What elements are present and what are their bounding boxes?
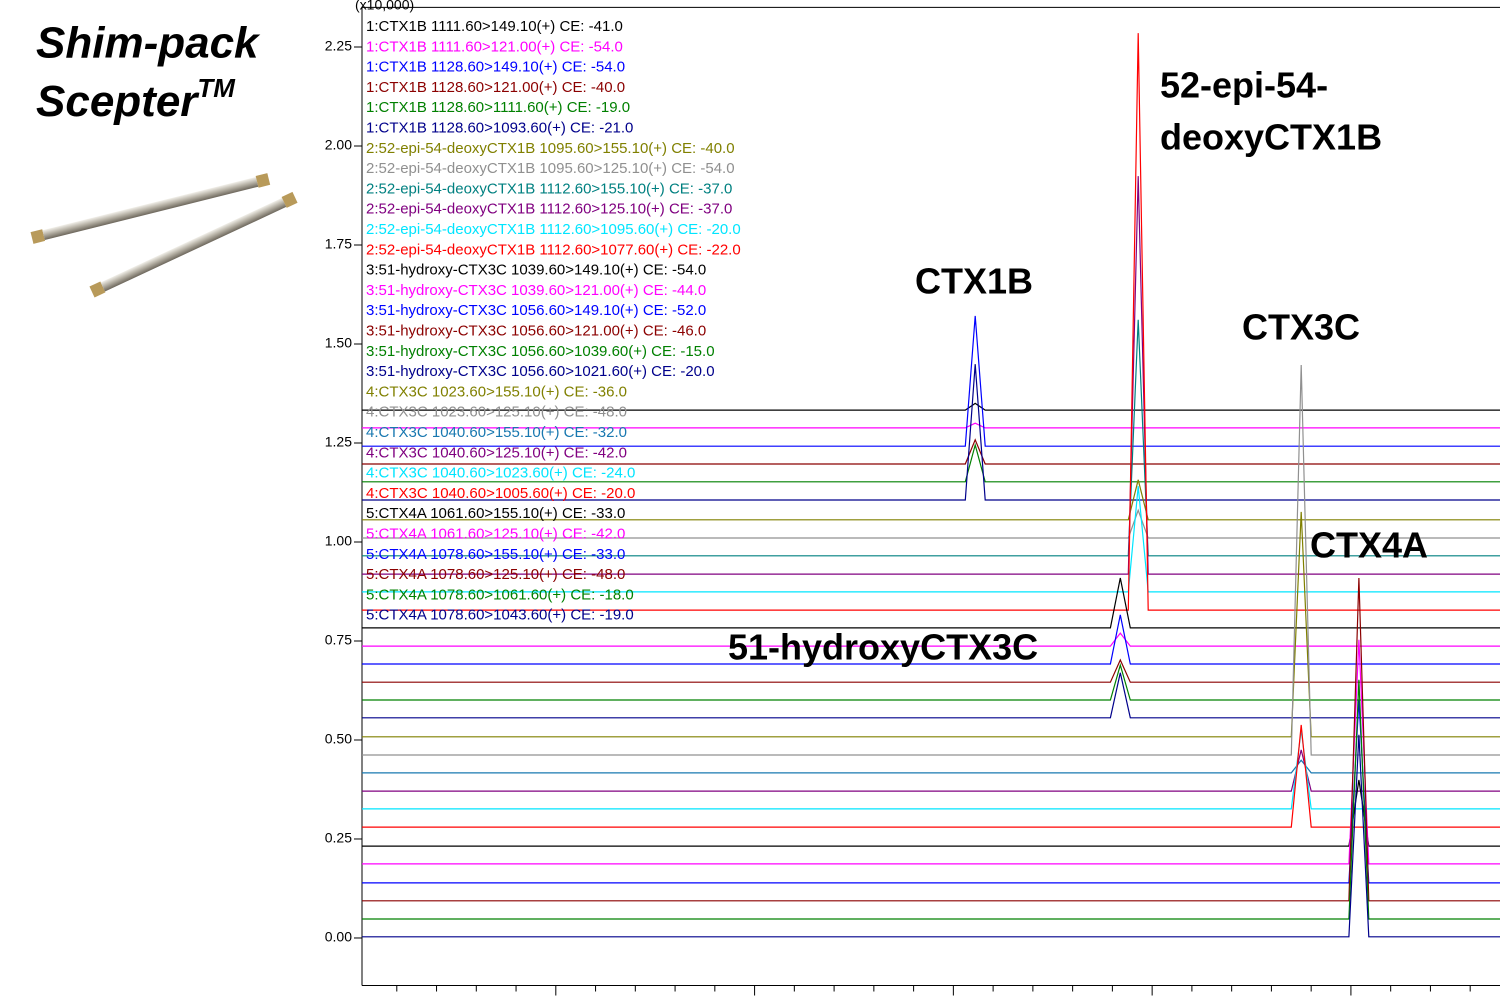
y-tick-label: 2.25 xyxy=(325,38,352,54)
y-tick-label: 2.00 xyxy=(325,137,352,153)
legend-entry: 2:52-epi-54-deoxyCTX1B 1112.60>1095.60(+… xyxy=(366,221,741,238)
legend-entry: 1:CTX1B 1111.60>149.10(+) CE: -41.0 xyxy=(366,18,623,35)
legend-entry: 5:CTX4A 1061.60>125.10(+) CE: -42.0 xyxy=(366,525,625,542)
plot-area: 0.00 0.25 0.50 0.75 1.00 1.25 1.50 1.75 2.00 2.25… xyxy=(325,7,1500,995)
trace xyxy=(362,750,1500,791)
legend-entry: 2:52-epi-54-deoxyCTX1B 1095.60>155.10(+)… xyxy=(366,140,735,157)
legend-entry: 1:CTX1B 1128.60>121.00(+) CE: -40.0 xyxy=(366,79,625,96)
peak-label: CTX4A xyxy=(1310,525,1428,566)
legend-entry: 4:CTX3C 1040.60>1005.60(+) CE: -20.0 xyxy=(366,485,635,502)
brand-line1: Shim-pack xyxy=(36,19,261,68)
legend-entry: 3:51-hydroxy-CTX3C 1056.60>1021.60(+) CE… xyxy=(366,363,715,380)
legend-entry: 4:CTX3C 1023.60>155.10(+) CE: -36.0 xyxy=(366,383,627,400)
legend-entry: 4:CTX3C 1040.60>125.10(+) CE: -42.0 xyxy=(366,444,627,461)
trace xyxy=(362,725,1500,827)
peak-label: CTX1B xyxy=(915,261,1033,302)
trace xyxy=(362,673,1500,718)
legend-entry: 1:CTX1B 1111.60>121.00(+) CE: -54.0 xyxy=(366,38,623,55)
y-tick-label: 0.75 xyxy=(325,632,352,648)
legend-entry: 4:CTX3C 1040.60>1023.60(+) CE: -24.0 xyxy=(366,465,635,482)
y-tick-label: 1.50 xyxy=(325,335,352,351)
legend-entry: 3:51-hydroxy-CTX3C 1056.60>1039.60(+) CE… xyxy=(366,343,715,360)
legend-entry: 2:52-epi-54-deoxyCTX1B 1112.60>1077.60(+… xyxy=(366,241,741,258)
y-tick-label: 0.25 xyxy=(325,830,352,846)
legend-entry: 5:CTX4A 1078.60>1043.60(+) CE: -19.0 xyxy=(366,607,634,624)
trace xyxy=(362,735,1500,937)
legend-entry: 5:CTX4A 1078.60>155.10(+) CE: -33.0 xyxy=(366,546,625,563)
trace xyxy=(362,760,1500,773)
legend-entry: 4:CTX3C 1023.60>125.10(+) CE: -48.0 xyxy=(366,404,627,421)
peak-label: 52-epi-54- xyxy=(1160,65,1328,106)
brand-superscript: TM xyxy=(197,73,236,103)
legend-entry: 3:51-hydroxy-CTX3C 1056.60>121.00(+) CE:… xyxy=(366,322,706,339)
trace xyxy=(362,640,1500,864)
peak-label: deoxyCTX1B xyxy=(1160,117,1382,158)
y-tick-label: 1.00 xyxy=(325,533,352,549)
legend-entry: 3:51-hydroxy-CTX3C 1056.60>149.10(+) CE:… xyxy=(366,302,706,319)
legend-entry: 5:CTX4A 1061.60>155.10(+) CE: -33.0 xyxy=(366,505,625,522)
legend-entry: 2:52-epi-54-deoxyCTX1B 1112.60>155.10(+)… xyxy=(366,180,732,197)
brand-name: Scepter xyxy=(36,77,200,126)
y-unit: (x10,000) xyxy=(355,0,414,13)
y-tick-label: 1.25 xyxy=(325,434,352,450)
legend-entry: 1:CTX1B 1128.60>1093.60(+) CE: -21.0 xyxy=(366,119,633,136)
trace xyxy=(362,730,1500,809)
trace xyxy=(362,780,1500,846)
legend-entry: 2:52-epi-54-deoxyCTX1B 1095.60>125.10(+)… xyxy=(366,160,735,177)
peak-label: CTX3C xyxy=(1242,307,1360,348)
y-tick-label: 0.00 xyxy=(325,929,352,945)
legend-entry: 5:CTX4A 1078.60>125.10(+) CE: -48.0 xyxy=(366,566,625,583)
peak-label: 51-hydroxyCTX3C xyxy=(728,627,1038,668)
brand-line2: ScepterTM xyxy=(36,73,236,126)
legend-entry: 4:CTX3C 1040.60>155.10(+) CE: -32.0 xyxy=(366,424,627,441)
chart: Shim-pack ScepterTM (x10,000) 0.000.250.… xyxy=(0,0,1501,997)
legend-entry: 2:52-epi-54-deoxyCTX1B 1112.60>125.10(+)… xyxy=(366,201,732,218)
legend-entry: 1:CTX1B 1128.60>1111.60(+) CE: -19.0 xyxy=(366,99,630,116)
legend-entry: 5:CTX4A 1078.60>1061.60(+) CE: -18.0 xyxy=(366,586,634,603)
column-image xyxy=(31,173,298,297)
legend-entry: 3:51-hydroxy-CTX3C 1039.60>121.00(+) CE:… xyxy=(366,282,706,299)
legend-entry: 1:CTX1B 1128.60>149.10(+) CE: -54.0 xyxy=(366,59,625,76)
legend-entry: 3:51-hydroxy-CTX3C 1039.60>149.10(+) CE:… xyxy=(366,262,706,279)
y-tick-label: 1.75 xyxy=(325,236,352,252)
y-tick-label: 0.50 xyxy=(325,731,352,747)
